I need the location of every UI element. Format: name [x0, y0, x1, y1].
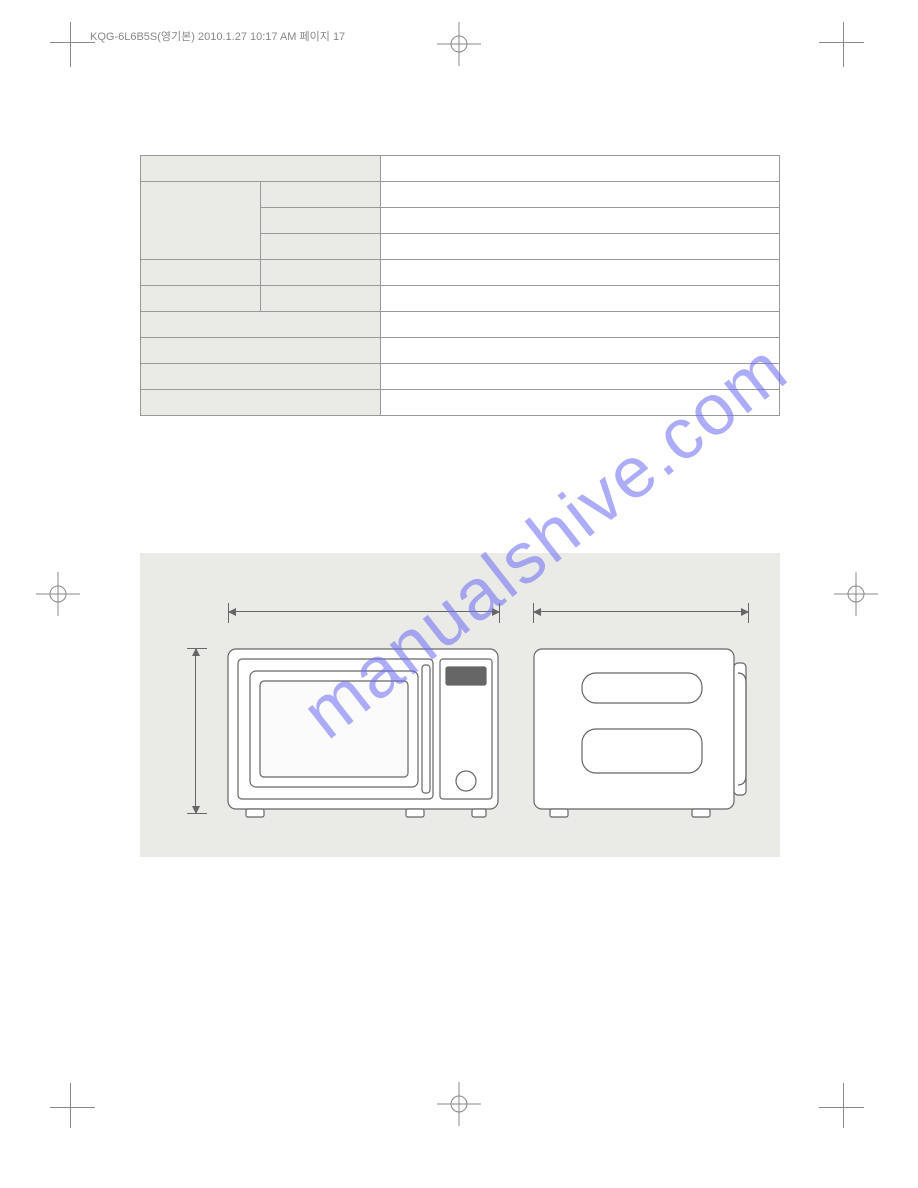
- height-dimension-arrow: [195, 648, 196, 814]
- table-row: [141, 338, 780, 364]
- label-cell: [141, 390, 381, 416]
- label-cell: [141, 182, 261, 260]
- table-row: [141, 390, 780, 416]
- value-cell: [380, 234, 779, 260]
- crop-mark: [70, 1083, 71, 1128]
- width-dimension-arrow: [228, 611, 500, 612]
- value-cell: [380, 286, 779, 312]
- value-cell: [380, 156, 779, 182]
- label-cell: [141, 364, 381, 390]
- registration-mark-icon: [437, 1082, 481, 1126]
- table-row: [141, 312, 780, 338]
- crop-mark: [843, 1083, 844, 1128]
- value-cell: [380, 338, 779, 364]
- registration-mark-icon: [36, 572, 80, 616]
- crop-mark: [50, 1107, 95, 1108]
- sublabel-cell: [260, 286, 380, 312]
- depth-dimension-arrow: [533, 611, 749, 612]
- crop-mark: [50, 42, 95, 43]
- value-cell: [380, 364, 779, 390]
- microwave-front-view: [226, 643, 500, 821]
- sublabel-cell: [260, 234, 380, 260]
- label-cell: [141, 286, 261, 312]
- dimension-diagram: [140, 553, 780, 857]
- sublabel-cell: [260, 208, 380, 234]
- sublabel-cell: [260, 260, 380, 286]
- registration-mark-icon: [437, 22, 481, 66]
- microwave-side-view: [532, 643, 750, 821]
- table-row: [141, 364, 780, 390]
- label-cell: [141, 260, 261, 286]
- crop-mark: [70, 22, 71, 67]
- crop-mark: [819, 42, 864, 43]
- crop-mark: [819, 1107, 864, 1108]
- sublabel-cell: [260, 182, 380, 208]
- table-row: [141, 260, 780, 286]
- registration-mark-icon: [834, 572, 878, 616]
- value-cell: [380, 260, 779, 286]
- specification-table: [140, 155, 780, 416]
- file-header: KQG-6L6B5S(영기본) 2010.1.27 10:17 AM 페이지 1…: [90, 28, 345, 44]
- value-cell: [380, 208, 779, 234]
- label-cell: [141, 338, 381, 364]
- value-cell: [380, 390, 779, 416]
- table-row: [141, 286, 780, 312]
- value-cell: [380, 312, 779, 338]
- table-row: [141, 156, 780, 182]
- label-cell: [141, 312, 381, 338]
- value-cell: [380, 182, 779, 208]
- crop-mark: [843, 22, 844, 67]
- table-row: [141, 182, 780, 208]
- label-cell: [141, 156, 381, 182]
